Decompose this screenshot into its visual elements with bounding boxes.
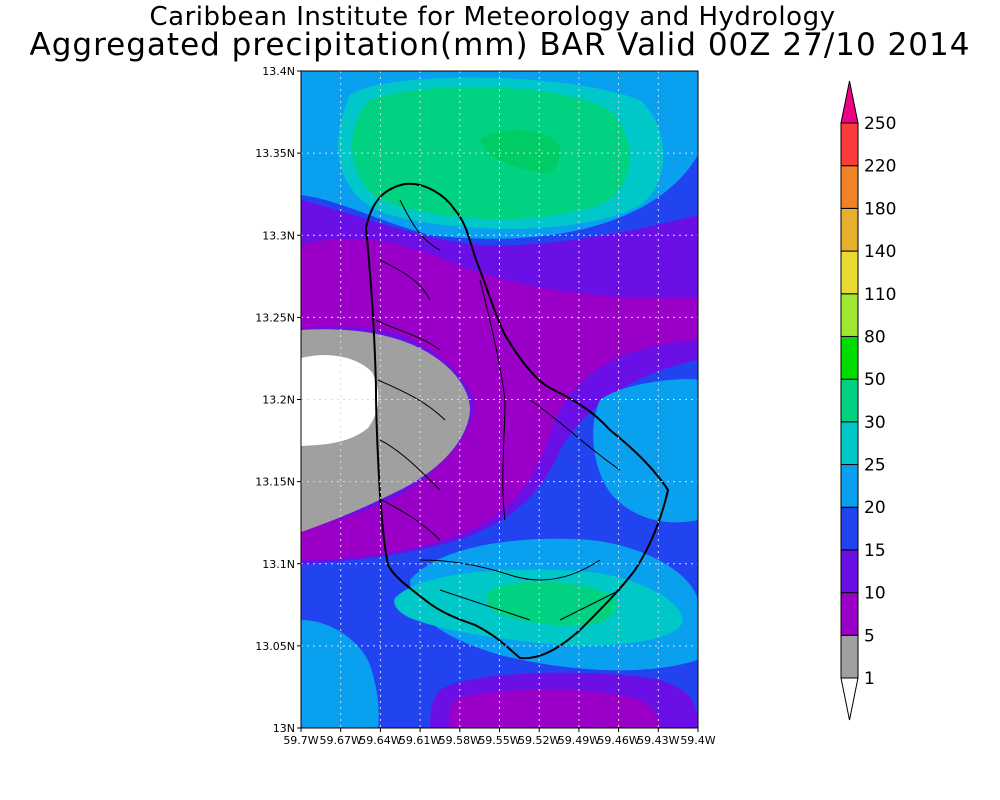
x-tick-label: 59.7W [283, 734, 318, 747]
colorbar-level-label: 140 [864, 242, 896, 262]
colorbar-level-label: 220 [864, 157, 896, 177]
y-tick-label: 13.15N [255, 476, 295, 489]
x-tick-label: 59.55W [478, 734, 520, 747]
x-axis: 59.7W 59.67W59.64W59.61W59.58W59.55W59.52… [283, 728, 716, 747]
x-tick-label: 59.67W [320, 734, 362, 747]
colorbar-segment [840, 421, 859, 466]
colorbar-level-label: 25 [864, 456, 886, 476]
colorbar-level-label: 10 [864, 584, 886, 604]
x-tick-label: 59.46W [597, 734, 639, 747]
graticule [301, 71, 698, 728]
colorbar-segment [840, 335, 859, 380]
field-band-below-1 [301, 355, 379, 446]
colorbar-level-label: 110 [864, 285, 896, 305]
colorbar-level-label: 20 [864, 498, 886, 518]
island-drainage-lines [375, 199, 621, 621]
y-tick-label: 13.3N [262, 229, 295, 242]
y-tick-label: 13.35N [255, 147, 295, 160]
colorbar-segment [840, 549, 859, 594]
field-band-30-50-south [486, 581, 618, 626]
colorbar-level-label: 80 [864, 327, 886, 347]
colorbar-segment [840, 506, 859, 551]
colorbar-level-label: 30 [864, 413, 886, 433]
field-band-5-10-south [448, 689, 660, 728]
colorbar-level-label: 5 [864, 626, 875, 646]
colorbar-segment [840, 250, 859, 295]
colorbar-level-label: 15 [864, 541, 886, 561]
field-band-50-80-north [480, 130, 561, 174]
y-axis: 13N 13.05N 13.1N 13.15N 13.2N 13.25N 13.3N 13.3… [255, 65, 301, 735]
x-tick-label: 59.64W [359, 734, 401, 747]
x-tick-label: 59.52W [518, 734, 560, 747]
x-tick-label: 59.61W [399, 734, 441, 747]
colorbar-segment [840, 122, 859, 167]
colorbar-upper-arrow [840, 80, 859, 124]
title-line-2: Aggregated precipitation(mm) BAR Valid 0… [29, 27, 971, 63]
title-line-1: Caribbean Institute for Meteorology and … [149, 2, 836, 32]
colorbar-lower-arrow [840, 677, 859, 721]
colorbar-level-label: 50 [864, 370, 886, 390]
x-tick-label: 59.4W [680, 734, 715, 747]
field-band-20-25-southwest [301, 620, 379, 728]
colorbar-level-label: 180 [864, 199, 896, 219]
y-tick-label: 13.05N [255, 640, 295, 653]
colorbar-segment [840, 207, 859, 252]
colorbar-level-label: 250 [864, 114, 896, 134]
y-tick-label: 13.1N [262, 558, 295, 571]
colorbar-segment [840, 464, 859, 508]
colorbar-segment [840, 634, 859, 679]
colorbar-segment [840, 293, 859, 337]
field-band-20-25-east [593, 379, 698, 523]
colorbar-level-label: 1 [864, 669, 875, 689]
colorbar-segment [840, 165, 859, 209]
y-tick-label: 13.2N [262, 394, 295, 407]
x-tick-label: 59.49W [558, 734, 600, 747]
y-tick-label: 13N [273, 722, 295, 735]
x-tick-label: 59.43W [637, 734, 679, 747]
y-tick-label: 13.25N [255, 311, 295, 324]
colorbar-segment [840, 378, 859, 423]
colorbar-segment [840, 592, 859, 636]
y-tick-label: 13.4N [262, 65, 295, 78]
x-tick-label: 59.58W [439, 734, 481, 747]
